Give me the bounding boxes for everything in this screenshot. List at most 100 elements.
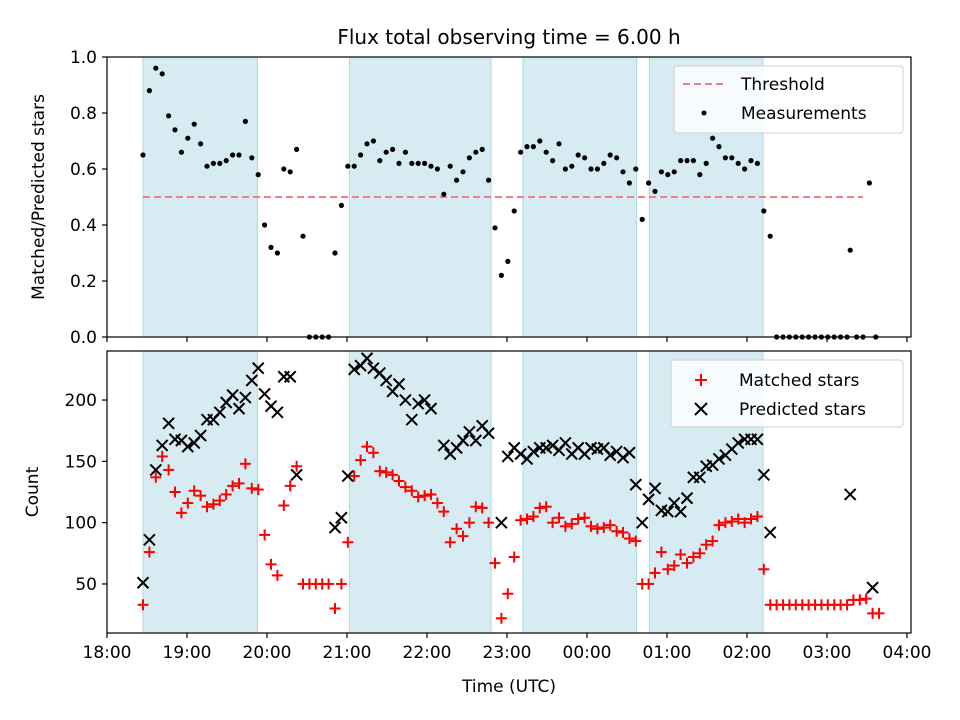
predicted-point <box>251 361 265 375</box>
predicted-point <box>463 425 476 439</box>
matched-point <box>521 513 533 525</box>
measurement-point <box>409 160 415 166</box>
matched-point <box>457 530 469 542</box>
measurement-points <box>140 65 879 340</box>
measurement-point <box>332 250 338 256</box>
matched-point <box>419 490 431 502</box>
matched-point <box>342 536 354 548</box>
predicted-point <box>271 406 284 419</box>
measurement-point <box>281 166 287 172</box>
top-y-ticks: 0.0 0.2 0.4 0.6 0.8 1.0 <box>70 48 107 348</box>
matched-point <box>675 549 687 561</box>
measurement-point <box>665 172 671 178</box>
matched-point <box>387 469 399 481</box>
measurements-legend-swatch <box>701 110 707 116</box>
measurement-point <box>230 152 236 158</box>
matched-point <box>873 607 885 619</box>
measurement-point <box>710 135 716 141</box>
bottom-legend: Matched stars Predicted stars <box>670 359 904 428</box>
matched-point <box>214 495 226 507</box>
measurement-point <box>223 158 229 164</box>
matched-point <box>732 513 744 525</box>
matched-point <box>156 450 168 462</box>
predicted-point <box>226 388 239 402</box>
matched-point <box>252 484 264 496</box>
measurement-point <box>415 160 421 166</box>
predicted-legend-swatch <box>694 402 708 416</box>
matched-point <box>662 563 674 575</box>
matched-point <box>335 578 347 590</box>
measurement-point <box>454 177 460 183</box>
measurement-point <box>620 169 626 175</box>
matched-point <box>508 551 520 563</box>
matched-point <box>329 602 341 614</box>
measurement-point <box>345 163 351 169</box>
count-series <box>136 352 885 624</box>
bottom-observing-windows <box>142 350 764 634</box>
matched-point <box>713 519 725 531</box>
matched-point <box>553 512 565 524</box>
predicted-point <box>181 440 195 453</box>
matched-point <box>175 507 187 519</box>
y-tick-label: 0.0 <box>70 328 97 348</box>
matched-point <box>745 513 757 525</box>
predicted-point <box>347 363 361 376</box>
predicted-point <box>546 439 559 452</box>
matched-point <box>643 578 655 590</box>
measurement-point <box>847 247 853 253</box>
bottom-axes-frame <box>106 350 912 634</box>
predicted-point <box>155 439 169 452</box>
measurement-point <box>473 149 479 155</box>
measurement-point <box>607 152 613 158</box>
measurement-point <box>633 166 639 172</box>
top-legend: Threshold Measurements <box>673 65 904 134</box>
measurement-point <box>383 149 389 155</box>
matched-point <box>265 558 277 570</box>
measurement-point <box>153 65 159 71</box>
predicted-point <box>232 402 246 415</box>
measurement-point <box>684 158 690 164</box>
matched-point <box>188 485 200 497</box>
matched-point <box>751 511 763 523</box>
matched-point <box>527 511 539 523</box>
matched-point <box>169 486 181 498</box>
matched-point <box>495 612 507 624</box>
measurement-point <box>236 152 242 158</box>
matched-point <box>284 480 296 492</box>
measurement-point <box>390 146 396 152</box>
measurement-point <box>255 172 261 178</box>
measurement-point <box>204 163 210 169</box>
matched-point <box>451 523 463 535</box>
x-tick-label: 03:00 <box>803 643 852 663</box>
measurement-point <box>422 160 428 166</box>
measurement-point <box>575 152 581 158</box>
measurement-point <box>242 118 248 124</box>
measurement-point <box>140 152 146 158</box>
measurement-point <box>434 166 440 172</box>
measurement-point <box>594 166 601 172</box>
predicted-point <box>642 493 655 506</box>
y-tick-label: 200 <box>65 391 97 411</box>
y-tick-label: 150 <box>65 452 97 472</box>
measurement-point <box>294 146 300 152</box>
predicted-point <box>680 491 694 505</box>
x-tick-label: 20:00 <box>243 643 292 663</box>
matched-point <box>361 441 373 453</box>
measurement-point <box>866 180 873 186</box>
matched-point <box>367 447 379 459</box>
measurement-point <box>146 88 152 94</box>
measurement-point <box>735 160 741 166</box>
predicted-point <box>335 511 348 524</box>
matched-point <box>150 471 162 483</box>
matched-point <box>278 499 290 511</box>
matched-point <box>220 488 232 500</box>
matched-point <box>591 523 603 535</box>
measurement-point <box>678 158 684 164</box>
predicted-point <box>143 533 156 547</box>
observing-window-2 <box>522 350 638 634</box>
measurement-point <box>492 225 498 231</box>
predicted-point <box>379 374 393 387</box>
measurement-point <box>159 71 165 77</box>
count-panel: 50 100 150 200 18:00 19:00 20:00 21:00 22:00 23:… <box>23 350 932 697</box>
measurement-point <box>370 138 376 144</box>
